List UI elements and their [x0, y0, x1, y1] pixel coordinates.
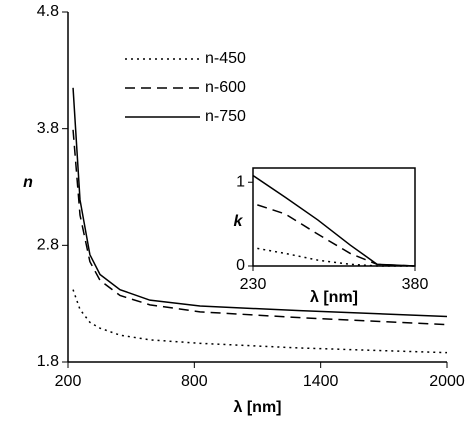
legend-label: n-750	[205, 108, 246, 125]
legend-label: n-600	[205, 79, 246, 96]
x-axis-label: λ [nm]	[310, 289, 358, 306]
y-tick-label: 3.8	[37, 120, 59, 137]
y-tick-label: 4.8	[37, 3, 59, 20]
x-tick-label: 2000	[429, 373, 465, 390]
plot-frame	[252, 167, 416, 267]
data-line	[72, 87, 448, 318]
data-line	[72, 289, 448, 354]
y-tick-label: 2.8	[37, 237, 59, 254]
x-tick-label: 800	[181, 373, 208, 390]
data-line	[257, 247, 415, 267]
legend-label: n-450	[205, 50, 246, 67]
y-tick-label: 1.8	[37, 353, 59, 370]
x-axis-label: λ [nm]	[234, 399, 282, 416]
x-tick-label: 1400	[303, 373, 339, 390]
y-tick-label: 0	[236, 257, 245, 274]
x-tick-label: 230	[240, 276, 267, 293]
y-axis-label: k	[234, 213, 244, 230]
data-line	[257, 204, 416, 267]
data-line	[252, 174, 416, 267]
data-line	[72, 129, 448, 326]
y-axis-label: n	[23, 174, 33, 191]
x-tick-label: 200	[55, 373, 82, 390]
x-tick-label: 380	[402, 276, 429, 293]
y-tick-label: 1	[236, 173, 245, 190]
